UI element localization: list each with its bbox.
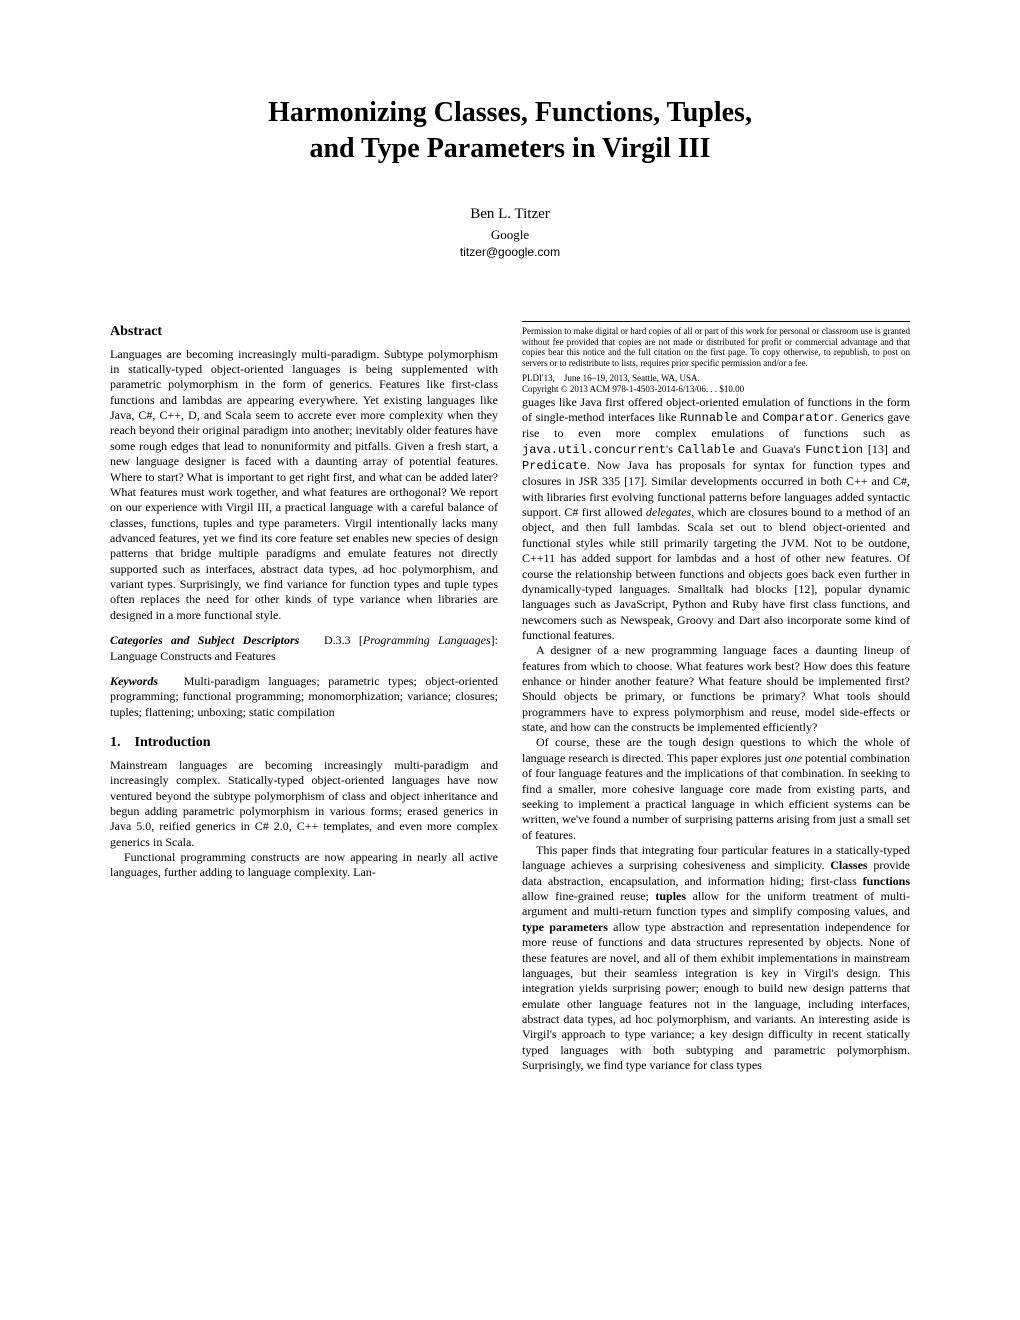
author-email: titzer@google.com xyxy=(110,245,910,259)
kw-label: Keywords xyxy=(110,674,158,688)
col2-p1b: and xyxy=(738,410,763,424)
paper-title: Harmonizing Classes, Functions, Tuples, … xyxy=(110,95,910,168)
col2-p1f: [13] and xyxy=(863,442,910,456)
cat-text: D.3.3 [ xyxy=(324,633,363,647)
bold-typeparams: type parameters xyxy=(522,920,608,934)
col2-p4: This paper finds that integrating four p… xyxy=(522,843,910,1073)
cat-em: Programming Languages xyxy=(363,633,491,647)
code-comparator: Comparator xyxy=(762,411,834,425)
permission-block: Permission to make digital or hard copie… xyxy=(522,321,910,395)
abstract-body: Languages are becoming increasingly mult… xyxy=(110,347,498,623)
kw-text: Multi-paradigm languages; parametric typ… xyxy=(110,674,498,719)
intro-p2: Functional programming constructs are no… xyxy=(110,850,498,881)
col2-p1d: 's xyxy=(666,442,678,456)
title-line-2: and Type Parameters in Virgil III xyxy=(309,133,710,164)
em-delegates: delegates xyxy=(646,505,691,519)
col2-p4c: allow fine-grained reuse; xyxy=(522,889,655,903)
code-function: Function xyxy=(805,443,863,457)
two-column-body: Abstract Languages are becoming increasi… xyxy=(110,321,910,1074)
bold-classes: Classes xyxy=(830,858,867,872)
cat-label: Categories and Subject Descriptors xyxy=(110,633,299,647)
code-juc: java.util.concurrent xyxy=(522,443,666,457)
col2-p3: Of course, these are the tough design qu… xyxy=(522,735,910,843)
col2-p1h: , which are closures bound to a method o… xyxy=(522,505,910,642)
abstract-heading: Abstract xyxy=(110,323,498,341)
intro-p1: Mainstream languages are becoming increa… xyxy=(110,758,498,850)
code-callable: Callable xyxy=(678,443,736,457)
permission-text: Permission to make digital or hard copie… xyxy=(522,326,910,369)
permission-separator xyxy=(522,321,910,322)
code-predicate: Predicate xyxy=(522,459,587,473)
col2-p4e: allow type abstraction and representatio… xyxy=(522,920,910,1072)
author-affiliation: Google xyxy=(110,227,910,243)
intro-heading: 1. Introduction xyxy=(110,734,498,752)
bold-functions: functions xyxy=(863,874,910,888)
col2-p1: guages like Java first offered object-or… xyxy=(522,395,910,644)
col2-p1e: and Guava's xyxy=(735,442,805,456)
col2-p2: A designer of a new programming language… xyxy=(522,643,910,735)
bold-tuples: tuples xyxy=(655,889,686,903)
code-runnable: Runnable xyxy=(680,411,738,425)
author-name: Ben L. Titzer xyxy=(110,206,910,223)
em-one: one xyxy=(785,751,802,765)
categories-descriptors: Categories and Subject Descriptors D.3.3… xyxy=(110,633,498,664)
keywords-block: Keywords Multi-paradigm languages; param… xyxy=(110,674,498,720)
title-line-1: Harmonizing Classes, Functions, Tuples, xyxy=(268,97,752,128)
copyright-line: Copyright © 2013 ACM 978-1-4503-2014-6/1… xyxy=(522,384,910,395)
conference-line: PLDI'13, June 16–19, 2013, Seattle, WA, … xyxy=(522,373,910,384)
